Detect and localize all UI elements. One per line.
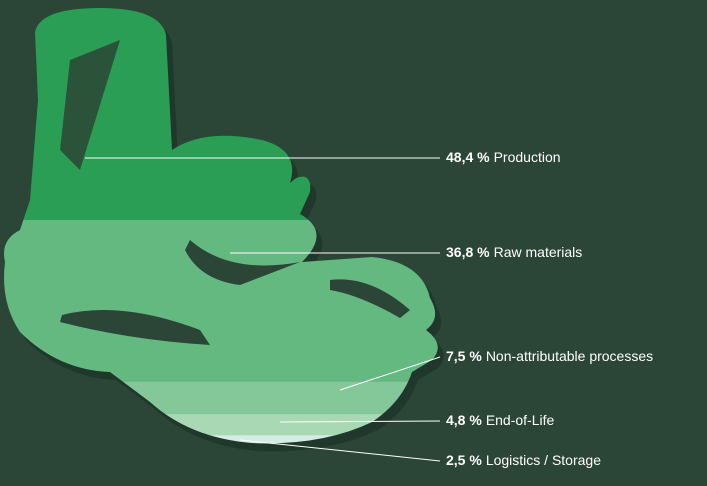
segment-label: 2,5 % Logistics / Storage <box>446 452 601 468</box>
leader-line <box>239 439 441 462</box>
segment-label: 36,8 % Raw materials <box>446 244 582 260</box>
value-label: 2,5 % <box>446 452 482 468</box>
value-label: 4,8 % <box>446 412 482 428</box>
category-label: End-of-Life <box>486 412 555 428</box>
cutouts <box>60 40 410 345</box>
leader-line <box>339 356 441 391</box>
segment-label: 4,8 % End-of-Life <box>446 412 555 428</box>
category-label: Non-attributable processes <box>486 348 653 364</box>
value-label: 7,5 % <box>446 348 482 364</box>
category-label: Production <box>494 149 561 165</box>
category-label: Logistics / Storage <box>486 452 601 468</box>
segment-label: 7,5 % Non-attributable processes <box>446 348 653 364</box>
category-label: Raw materials <box>494 244 583 260</box>
value-label: 36,8 % <box>446 244 490 260</box>
leader-line <box>279 420 441 423</box>
value-label: 48,4 % <box>446 149 490 165</box>
segment-label: 48,4 % Production <box>446 149 561 165</box>
